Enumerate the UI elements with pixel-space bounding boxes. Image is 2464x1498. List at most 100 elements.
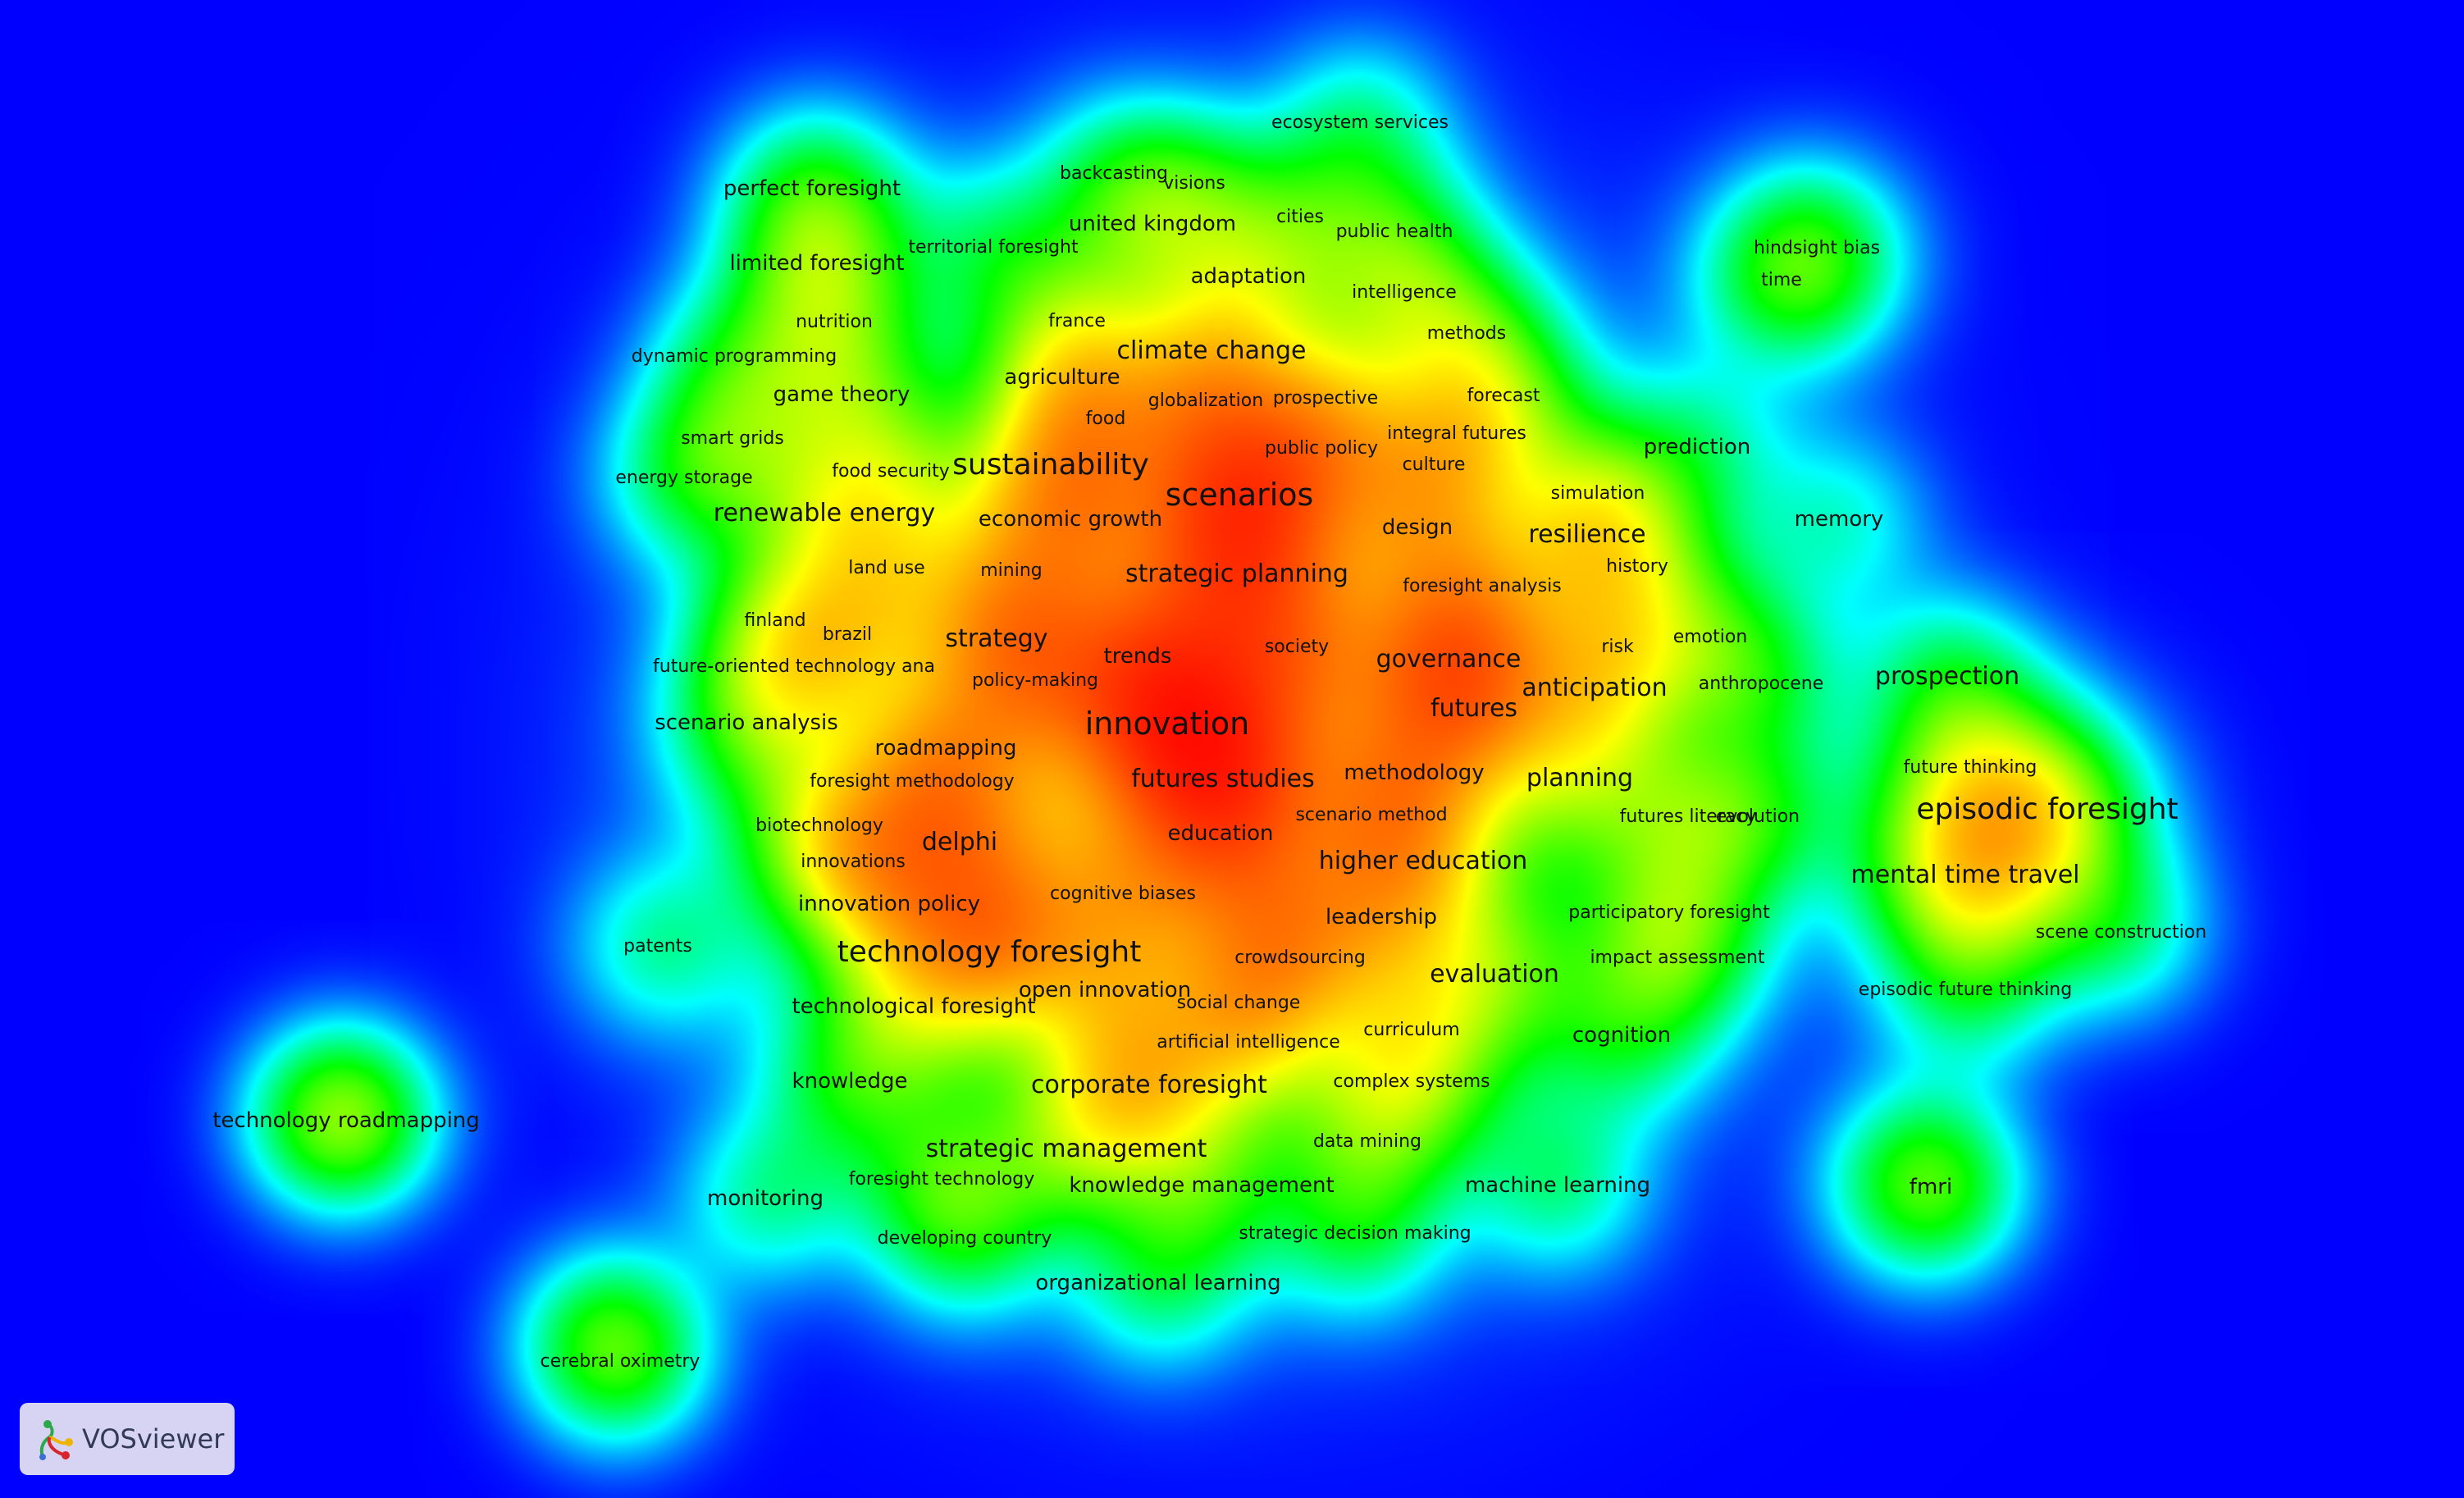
- term-label[interactable]: anticipation: [1522, 674, 1668, 702]
- term-label[interactable]: innovation: [1084, 706, 1250, 742]
- term-label[interactable]: globalization: [1148, 390, 1264, 411]
- term-label[interactable]: strategic management: [925, 1135, 1207, 1163]
- term-label[interactable]: france: [1048, 311, 1106, 331]
- term-label[interactable]: impact assessment: [1590, 948, 1765, 968]
- term-label[interactable]: smart grids: [681, 428, 784, 449]
- term-label[interactable]: foresight technology: [848, 1169, 1035, 1190]
- term-label[interactable]: territorial foresight: [908, 237, 1079, 258]
- term-label[interactable]: food security: [832, 461, 950, 482]
- term-label[interactable]: biotechnology: [755, 815, 883, 836]
- term-label[interactable]: prediction: [1643, 435, 1751, 459]
- term-label[interactable]: prospective: [1272, 388, 1379, 409]
- term-label[interactable]: strategy: [945, 624, 1048, 653]
- term-label[interactable]: governance: [1376, 645, 1522, 674]
- term-label[interactable]: time: [1761, 270, 1802, 290]
- term-label[interactable]: ecosystem services: [1271, 112, 1449, 133]
- term-label[interactable]: delphi: [921, 828, 998, 856]
- term-label[interactable]: artificial intelligence: [1157, 1032, 1340, 1053]
- term-label[interactable]: methods: [1426, 323, 1507, 344]
- term-label[interactable]: memory: [1794, 507, 1884, 532]
- term-label[interactable]: futures literacy: [1619, 806, 1757, 827]
- term-label[interactable]: patents: [623, 936, 692, 957]
- term-label[interactable]: mining: [980, 560, 1043, 581]
- term-label[interactable]: energy storage: [615, 468, 753, 488]
- term-label[interactable]: public policy: [1265, 438, 1378, 459]
- term-label[interactable]: higher education: [1318, 847, 1528, 875]
- term-label[interactable]: prospection: [1874, 662, 2020, 691]
- term-label[interactable]: organizational learning: [1035, 1271, 1281, 1295]
- term-label[interactable]: planning: [1526, 764, 1634, 792]
- term-label[interactable]: scene construction: [2035, 922, 2207, 943]
- term-label[interactable]: society: [1264, 637, 1330, 657]
- term-label[interactable]: evaluation: [1430, 960, 1559, 989]
- term-label[interactable]: fmri: [1909, 1175, 1953, 1199]
- term-label[interactable]: finland: [744, 610, 806, 631]
- term-label[interactable]: perfect foresight: [723, 176, 901, 201]
- term-label[interactable]: game theory: [773, 382, 910, 407]
- term-label[interactable]: methodology: [1344, 760, 1485, 785]
- term-label[interactable]: forecast: [1467, 386, 1540, 406]
- term-label[interactable]: future-oriented technology ana: [653, 656, 935, 677]
- term-label[interactable]: participatory foresight: [1568, 902, 1770, 923]
- term-label[interactable]: brazil: [822, 624, 873, 645]
- term-label[interactable]: visions: [1163, 173, 1225, 194]
- term-label[interactable]: open innovation: [1018, 978, 1192, 1002]
- term-label[interactable]: intelligence: [1352, 282, 1457, 303]
- term-label[interactable]: public health: [1335, 222, 1453, 242]
- term-label[interactable]: roadmapping: [874, 736, 1017, 760]
- term-label[interactable]: food: [1085, 409, 1126, 429]
- term-label[interactable]: backcasting: [1060, 163, 1168, 184]
- term-label[interactable]: machine learning: [1464, 1173, 1651, 1198]
- term-label[interactable]: history: [1606, 556, 1668, 577]
- term-label[interactable]: policy-making: [972, 670, 1098, 691]
- term-label[interactable]: foresight methodology: [810, 771, 1015, 792]
- term-label[interactable]: technology foresight: [837, 935, 1142, 969]
- term-label[interactable]: land use: [848, 558, 925, 578]
- term-label[interactable]: culture: [1402, 454, 1466, 475]
- term-label[interactable]: adaptation: [1190, 264, 1307, 289]
- term-label[interactable]: cities: [1276, 207, 1324, 227]
- term-label[interactable]: resilience: [1528, 520, 1646, 549]
- term-label[interactable]: cognition: [1572, 1023, 1672, 1048]
- term-label[interactable]: foresight analysis: [1403, 576, 1562, 596]
- term-label[interactable]: strategic planning: [1125, 559, 1348, 588]
- term-label[interactable]: design: [1381, 515, 1453, 540]
- term-label[interactable]: futures: [1430, 694, 1518, 723]
- term-label[interactable]: nutrition: [796, 312, 873, 332]
- term-label[interactable]: risk: [1601, 637, 1634, 657]
- term-label[interactable]: renewable energy: [713, 499, 936, 527]
- term-label[interactable]: cognitive biases: [1050, 884, 1196, 904]
- term-label[interactable]: curriculum: [1363, 1020, 1460, 1040]
- term-label[interactable]: scenarios: [1165, 477, 1314, 513]
- term-label[interactable]: social change: [1176, 993, 1301, 1013]
- term-label[interactable]: limited foresight: [729, 251, 905, 276]
- term-label[interactable]: knowledge: [792, 1069, 908, 1094]
- term-label[interactable]: crowdsourcing: [1234, 948, 1366, 968]
- term-label[interactable]: emotion: [1672, 627, 1748, 647]
- term-label[interactable]: cerebral oximetry: [540, 1351, 700, 1372]
- term-label[interactable]: climate change: [1116, 336, 1307, 365]
- term-label[interactable]: developing country: [877, 1228, 1052, 1249]
- term-label[interactable]: complex systems: [1333, 1071, 1490, 1092]
- term-label[interactable]: futures studies: [1131, 765, 1315, 793]
- term-label[interactable]: data mining: [1312, 1131, 1422, 1152]
- term-label[interactable]: technology roadmapping: [212, 1108, 480, 1133]
- term-label[interactable]: strategic decision making: [1239, 1223, 1472, 1244]
- term-label[interactable]: technological foresight: [792, 994, 1036, 1019]
- term-label[interactable]: episodic future thinking: [1858, 980, 2073, 1000]
- term-label[interactable]: anthropocene: [1698, 674, 1824, 694]
- term-label[interactable]: united kingdom: [1068, 212, 1237, 236]
- term-label[interactable]: corporate foresight: [1031, 1071, 1267, 1099]
- term-label[interactable]: leadership: [1325, 905, 1438, 929]
- term-label[interactable]: sustainability: [952, 448, 1149, 482]
- term-label[interactable]: economic growth: [978, 507, 1163, 532]
- term-label[interactable]: scenario method: [1295, 805, 1448, 825]
- term-label[interactable]: innovation policy: [797, 892, 981, 916]
- term-label[interactable]: episodic foresight: [1916, 792, 2179, 826]
- term-label[interactable]: evolution: [1715, 806, 1800, 827]
- term-label[interactable]: integral futures: [1387, 423, 1526, 444]
- term-label[interactable]: education: [1167, 821, 1274, 846]
- term-label[interactable]: dynamic programming: [631, 346, 837, 367]
